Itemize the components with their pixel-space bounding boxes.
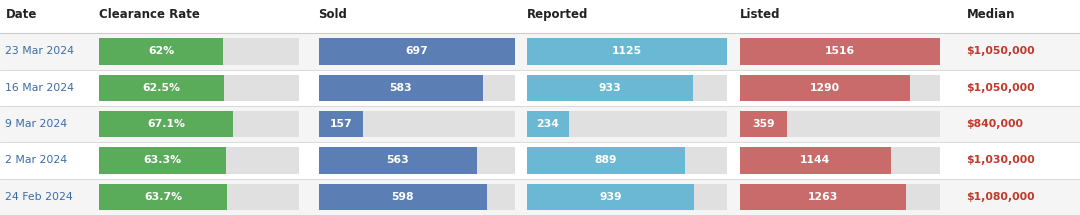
- Text: $1,080,000: $1,080,000: [967, 192, 1036, 202]
- Text: 889: 889: [595, 155, 618, 166]
- Text: Reported: Reported: [527, 9, 589, 22]
- FancyBboxPatch shape: [0, 33, 1080, 70]
- Text: 697: 697: [405, 46, 429, 57]
- Text: 9 Mar 2024: 9 Mar 2024: [5, 119, 68, 129]
- Text: Clearance Rate: Clearance Rate: [99, 9, 200, 22]
- Text: Date: Date: [5, 9, 37, 22]
- Text: 2 Mar 2024: 2 Mar 2024: [5, 155, 68, 166]
- FancyBboxPatch shape: [319, 184, 515, 210]
- FancyBboxPatch shape: [740, 184, 940, 210]
- FancyBboxPatch shape: [319, 147, 515, 174]
- Text: 157: 157: [329, 119, 352, 129]
- Text: 359: 359: [752, 119, 774, 129]
- FancyBboxPatch shape: [527, 38, 727, 64]
- FancyBboxPatch shape: [319, 38, 515, 64]
- Text: 563: 563: [387, 155, 409, 166]
- FancyBboxPatch shape: [740, 111, 787, 137]
- Text: 62.5%: 62.5%: [143, 83, 180, 93]
- FancyBboxPatch shape: [319, 75, 483, 101]
- FancyBboxPatch shape: [740, 147, 891, 174]
- FancyBboxPatch shape: [319, 147, 477, 174]
- FancyBboxPatch shape: [319, 38, 515, 64]
- Text: 583: 583: [390, 83, 413, 93]
- Text: $1,050,000: $1,050,000: [967, 83, 1036, 93]
- Text: 1290: 1290: [810, 83, 840, 93]
- Text: 598: 598: [392, 192, 414, 202]
- Text: Sold: Sold: [319, 9, 348, 22]
- Text: Listed: Listed: [740, 9, 781, 22]
- Text: 24 Feb 2024: 24 Feb 2024: [5, 192, 73, 202]
- Text: 1144: 1144: [800, 155, 831, 166]
- FancyBboxPatch shape: [99, 38, 299, 64]
- Text: 234: 234: [537, 119, 559, 129]
- FancyBboxPatch shape: [527, 75, 692, 101]
- FancyBboxPatch shape: [527, 147, 685, 174]
- Text: 939: 939: [599, 192, 622, 202]
- FancyBboxPatch shape: [740, 111, 940, 137]
- Text: 933: 933: [598, 83, 621, 93]
- FancyBboxPatch shape: [99, 184, 299, 210]
- FancyBboxPatch shape: [99, 75, 225, 101]
- FancyBboxPatch shape: [99, 111, 299, 137]
- Text: 63.3%: 63.3%: [144, 155, 181, 166]
- FancyBboxPatch shape: [99, 75, 299, 101]
- FancyBboxPatch shape: [0, 106, 1080, 142]
- Text: $1,030,000: $1,030,000: [967, 155, 1036, 166]
- Text: 1125: 1125: [612, 46, 642, 57]
- FancyBboxPatch shape: [740, 184, 906, 210]
- FancyBboxPatch shape: [99, 38, 224, 64]
- Text: 23 Mar 2024: 23 Mar 2024: [5, 46, 75, 57]
- FancyBboxPatch shape: [319, 111, 363, 137]
- Text: 1516: 1516: [825, 46, 854, 57]
- FancyBboxPatch shape: [740, 38, 940, 64]
- FancyBboxPatch shape: [527, 111, 568, 137]
- FancyBboxPatch shape: [740, 75, 940, 101]
- FancyBboxPatch shape: [527, 75, 727, 101]
- FancyBboxPatch shape: [527, 38, 727, 64]
- FancyBboxPatch shape: [0, 70, 1080, 106]
- Text: 62%: 62%: [148, 46, 175, 57]
- FancyBboxPatch shape: [99, 111, 233, 137]
- FancyBboxPatch shape: [527, 147, 727, 174]
- Text: $1,050,000: $1,050,000: [967, 46, 1036, 57]
- Text: $840,000: $840,000: [967, 119, 1024, 129]
- FancyBboxPatch shape: [319, 184, 487, 210]
- Text: Median: Median: [967, 9, 1015, 22]
- FancyBboxPatch shape: [319, 111, 515, 137]
- FancyBboxPatch shape: [740, 147, 940, 174]
- FancyBboxPatch shape: [740, 75, 909, 101]
- FancyBboxPatch shape: [99, 147, 226, 174]
- FancyBboxPatch shape: [0, 179, 1080, 215]
- FancyBboxPatch shape: [740, 38, 940, 64]
- FancyBboxPatch shape: [99, 147, 299, 174]
- Text: 63.7%: 63.7%: [144, 192, 183, 202]
- FancyBboxPatch shape: [527, 111, 727, 137]
- FancyBboxPatch shape: [527, 184, 693, 210]
- Text: 67.1%: 67.1%: [147, 119, 186, 129]
- FancyBboxPatch shape: [0, 142, 1080, 179]
- FancyBboxPatch shape: [527, 184, 727, 210]
- FancyBboxPatch shape: [319, 75, 515, 101]
- Text: 1263: 1263: [808, 192, 838, 202]
- FancyBboxPatch shape: [99, 184, 227, 210]
- Text: 16 Mar 2024: 16 Mar 2024: [5, 83, 75, 93]
